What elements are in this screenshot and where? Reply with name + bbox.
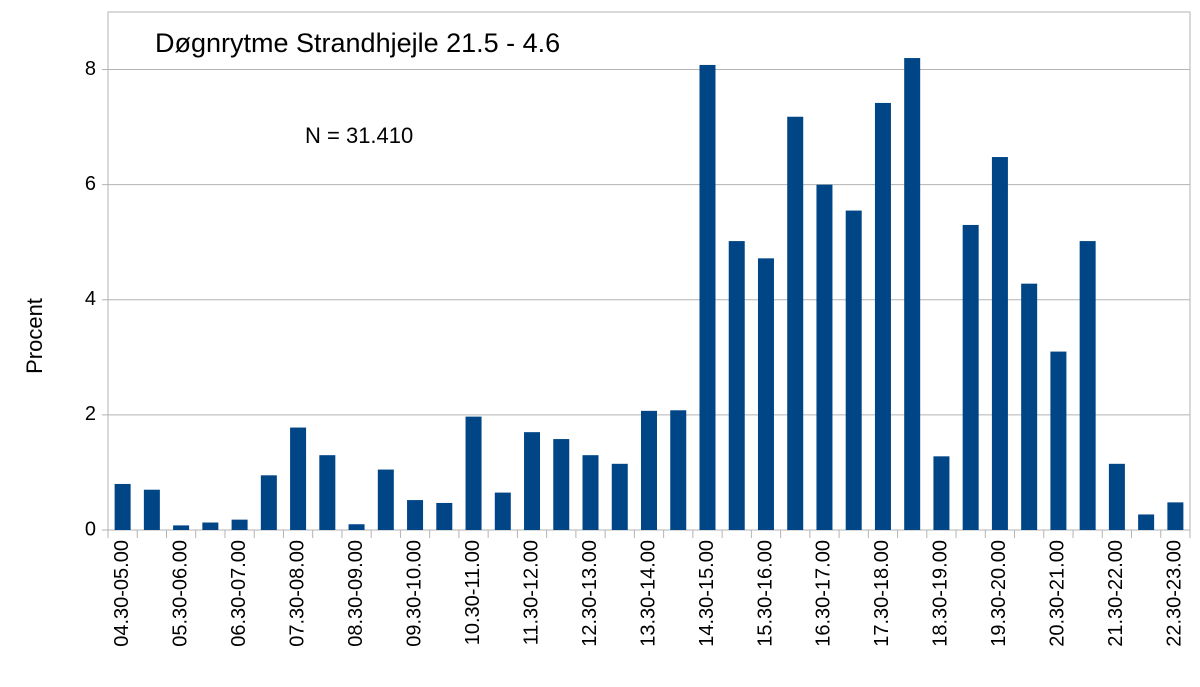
x-tick-label: 20.30-21.00: [1047, 540, 1069, 647]
x-tick-label: 11.30-12.00: [520, 540, 542, 645]
chart-title: Døgnrytme Strandhjejle 21.5 - 4.6: [155, 28, 560, 58]
x-tick-label: 16.30-17.00: [813, 540, 835, 647]
bar: [611, 463, 628, 530]
annotation: N = 31.410: [305, 123, 413, 148]
bar: [1079, 241, 1096, 530]
bar: [641, 410, 657, 530]
x-tick-label: 08.30-09.00: [345, 540, 367, 647]
x-tick-label: 07.30-08.00: [286, 540, 308, 647]
bar: [1050, 351, 1067, 530]
bar: [699, 64, 716, 530]
bar: [114, 483, 131, 530]
y-tick-label: 2: [85, 403, 96, 425]
bar: [787, 116, 804, 531]
bar: [173, 525, 190, 530]
x-tick-label: 18.30-19.00: [930, 540, 952, 647]
x-tick-label: 15.30-16.00: [754, 540, 776, 647]
bar: [290, 427, 307, 530]
bar: [348, 524, 365, 530]
x-tick-label: 17.30-18.00: [871, 540, 893, 647]
x-tick-label: 19.30-20.00: [988, 540, 1010, 647]
x-tick-label: 05.30-06.00: [169, 540, 191, 647]
bar: [728, 241, 745, 530]
bar: [1021, 283, 1038, 530]
y-tick-label: 0: [85, 518, 96, 540]
bar: [933, 456, 950, 530]
x-tick-label: 06.30-07.00: [228, 540, 250, 647]
bar: [260, 475, 277, 530]
bar: [904, 58, 921, 531]
bar: [319, 455, 336, 530]
bar: [1138, 514, 1155, 530]
bar: [494, 492, 511, 530]
bar: [524, 432, 541, 530]
bar: [757, 258, 774, 530]
x-tick-label: 10.30-11.00: [462, 540, 484, 645]
bar: [1167, 502, 1184, 530]
bar: [231, 519, 248, 530]
y-tick-label: 6: [85, 173, 96, 195]
x-tick-label: 13.30-14.00: [637, 540, 659, 647]
x-tick-label: 09.30-10.00: [403, 540, 425, 647]
x-tick-label: 22.30-23.00: [1164, 540, 1186, 647]
bar: [582, 455, 599, 530]
y-tick-label: 4: [85, 288, 96, 310]
x-tick-label: 04.30-05.00: [111, 540, 133, 647]
bar: [816, 184, 833, 530]
bar: [143, 489, 160, 530]
bar: [991, 157, 1008, 531]
bar: [845, 210, 862, 531]
x-tick-label: 14.30-15.00: [696, 540, 718, 647]
bar: [670, 410, 687, 530]
bar: [436, 502, 453, 530]
bar: [377, 469, 394, 530]
x-tick-label: 12.30-13.00: [579, 540, 601, 647]
bar: [874, 102, 891, 530]
x-tick-label: 21.30-22.00: [1105, 540, 1127, 647]
bar: [465, 416, 482, 530]
bar: [202, 522, 219, 530]
bar: [1108, 463, 1125, 530]
bar: [553, 439, 570, 530]
bar: [407, 500, 424, 530]
y-axis-label: Procent: [22, 298, 47, 374]
bar: [962, 224, 979, 530]
y-tick-label: 8: [85, 58, 96, 80]
